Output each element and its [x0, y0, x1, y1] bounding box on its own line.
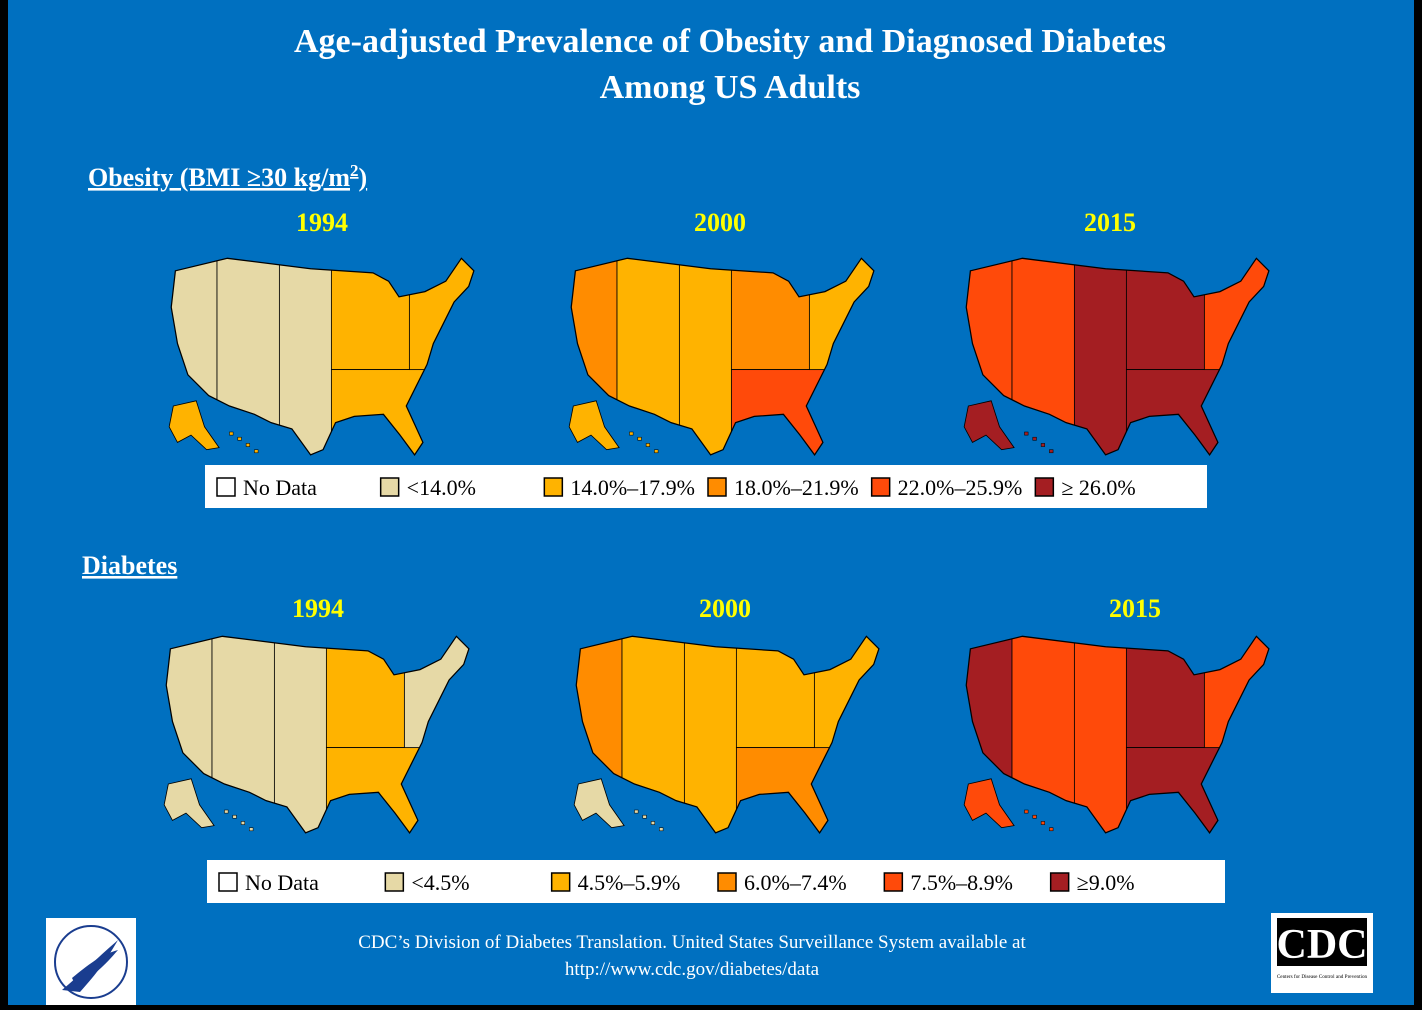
legend-label: No Data — [245, 870, 319, 895]
map-year: 2015 — [1109, 594, 1161, 623]
legend-swatch — [870, 477, 891, 497]
map-outline — [570, 257, 875, 456]
legend-swatch — [1049, 872, 1070, 892]
map-outline — [575, 635, 880, 834]
footer-line: http://www.cdc.gov/diabetes/data — [565, 959, 820, 980]
hawaii — [642, 814, 647, 819]
legend-label: 6.0%–7.4% — [744, 870, 847, 895]
hawaii — [634, 809, 639, 814]
legend-swatch — [216, 477, 236, 497]
map-outline — [170, 257, 475, 456]
legend-swatch — [1034, 477, 1055, 497]
hawaii — [659, 827, 664, 832]
heading-text: Obesity (BMI ≥30 kg/m — [88, 163, 350, 192]
hawaii — [249, 827, 254, 832]
title-line: Among US Adults — [600, 69, 861, 106]
hawaii — [1040, 821, 1046, 825]
alaska — [963, 400, 1015, 451]
heading-sup: 2 — [350, 161, 359, 180]
hawaii — [1032, 814, 1037, 819]
legend-swatch — [707, 477, 727, 497]
hawaii — [1024, 431, 1029, 436]
hawaii — [645, 443, 651, 447]
alaska — [963, 778, 1015, 829]
legend-swatch — [218, 872, 238, 892]
section-heading: Diabetes — [82, 551, 177, 580]
cdc-logo: CDC Centers for Disease Control and Prev… — [1271, 913, 1373, 993]
hawaii — [224, 809, 229, 814]
map-year: 2000 — [694, 208, 746, 237]
cdc-logo-text: CDC — [1277, 922, 1368, 968]
map-year: 2000 — [699, 594, 751, 623]
hawaii — [1024, 809, 1029, 814]
hawaii — [254, 449, 259, 454]
hhs-eagle — [72, 950, 118, 986]
map-outline — [165, 635, 470, 834]
legend-swatch — [883, 872, 904, 892]
legend-swatch — [384, 872, 405, 892]
legend-label: ≥ 26.0% — [1061, 475, 1135, 500]
legend-label: 4.5%–5.9% — [578, 870, 681, 895]
alaska — [568, 400, 620, 451]
hawaii — [232, 814, 237, 819]
legend-swatch — [543, 477, 564, 497]
hhs-logo — [46, 918, 136, 1005]
legend-label: 7.5%–8.9% — [910, 870, 1013, 895]
hawaii — [1032, 436, 1037, 441]
legend-label: 22.0%–25.9% — [898, 475, 1023, 500]
map-region — [1073, 636, 1127, 833]
hawaii — [1049, 449, 1054, 454]
legend-box — [205, 465, 1207, 508]
hawaii — [240, 821, 246, 825]
alaska — [163, 778, 215, 829]
legend-label: <14.0% — [407, 475, 476, 500]
heading-end: ) — [359, 163, 368, 192]
map-year: 1994 — [296, 208, 348, 237]
legend-swatch — [550, 872, 571, 892]
cdc-logo-box — [1277, 918, 1367, 966]
map-year: 2015 — [1084, 208, 1136, 237]
map-region — [273, 636, 327, 833]
legend-label: ≥9.0% — [1077, 870, 1135, 895]
hawaii — [245, 443, 251, 447]
hawaii — [629, 431, 634, 436]
alaska — [573, 778, 625, 829]
hhs-ring — [54, 925, 128, 999]
hawaii — [229, 431, 234, 436]
map-region — [678, 258, 732, 455]
hawaii — [654, 449, 659, 454]
map-outline — [965, 257, 1270, 456]
cdc-logo-sub: Centers for Disease Control and Preventi… — [1277, 973, 1368, 980]
footer-line: CDC’s Division of Diabetes Translation. … — [358, 932, 1026, 953]
legend-label: 14.0%–17.9% — [570, 475, 695, 500]
hawaii — [1040, 443, 1046, 447]
hawaii — [650, 821, 656, 825]
legend-swatch — [717, 872, 737, 892]
legend-label: <4.5% — [411, 870, 469, 895]
map-outline — [965, 635, 1270, 834]
map-region — [278, 258, 332, 455]
legend-box — [207, 860, 1225, 903]
legend-label: No Data — [243, 475, 317, 500]
map-region — [1073, 258, 1127, 455]
legend-label: 18.0%–21.9% — [734, 475, 859, 500]
legend-swatch — [379, 477, 400, 497]
alaska — [168, 400, 220, 451]
hawaii — [637, 436, 642, 441]
map-year: 1994 — [292, 594, 344, 623]
hhs-logo-bg — [46, 918, 136, 1005]
title-line: Age-adjusted Prevalence of Obesity and D… — [294, 23, 1166, 60]
hawaii — [237, 436, 242, 441]
map-region — [683, 636, 737, 833]
hawaii — [1049, 827, 1054, 832]
section-heading: Obesity (BMI ≥30 kg/m2) — [88, 161, 367, 192]
